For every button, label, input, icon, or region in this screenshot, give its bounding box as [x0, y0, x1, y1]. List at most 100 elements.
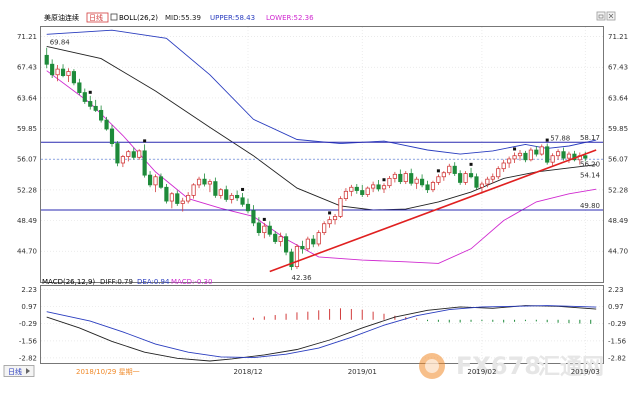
- candle-body: [441, 172, 446, 178]
- candle-body: [550, 155, 555, 163]
- main-panel-frame: [40, 26, 604, 283]
- candle-body: [403, 173, 408, 183]
- candle-body: [262, 225, 267, 234]
- candle-body: [528, 149, 533, 161]
- macd-y-tick-label: -0.29: [19, 320, 37, 328]
- signal-marker: [262, 217, 266, 221]
- candle-body: [419, 178, 425, 186]
- candle-body: [60, 68, 66, 76]
- legend-checkbox-icon[interactable]: [110, 13, 118, 21]
- window-restore-button[interactable]: [596, 11, 606, 21]
- y-tick-label: 56.07: [17, 156, 37, 164]
- candle-body: [376, 184, 381, 190]
- macd-y-tick-label: 0.97: [21, 303, 37, 311]
- candle-body: [409, 173, 414, 184]
- candle-body: [50, 63, 55, 76]
- candle-body: [175, 193, 180, 204]
- signal-marker: [513, 147, 517, 151]
- candle-body: [523, 152, 528, 161]
- candle-body: [278, 236, 283, 242]
- candle-body: [534, 149, 539, 155]
- macd-y-axis-right: 2.23 0.97 -0.29 -1.56 -2.82: [608, 286, 627, 362]
- candle-body: [545, 146, 550, 163]
- candle-body: [490, 176, 495, 180]
- level-label: 58.17: [580, 134, 600, 142]
- y-axis-right: 71.21 67.43 63.64 59.85 56.07 52.28 48.49 44.70: [608, 33, 629, 256]
- candle-body: [463, 173, 468, 183]
- candle-body: [273, 233, 278, 242]
- candle-body: [93, 105, 98, 111]
- watermark-logo-inner-icon: [425, 359, 439, 373]
- candle-body: [120, 156, 125, 164]
- candle-body: [485, 178, 490, 185]
- candle-body: [430, 182, 436, 191]
- macd-y-tick-label-right: -1.56: [608, 337, 627, 345]
- restore-icon: [598, 14, 604, 19]
- macd-dea-line: [46, 305, 597, 359]
- candle-body: [316, 232, 321, 245]
- candle-body: [474, 176, 479, 188]
- candle-body: [294, 245, 300, 268]
- candle-body: [365, 187, 370, 195]
- candle-body: [414, 178, 419, 184]
- macd-y-tick-label: 2.23: [21, 286, 37, 294]
- candle-body: [283, 236, 289, 253]
- candle-body: [561, 151, 566, 159]
- y-tick-label-right: 52.28: [608, 186, 628, 194]
- y-tick-label: 71.21: [17, 33, 37, 41]
- y-tick-label: 44.70: [17, 248, 37, 256]
- macd-legend-name: MACD(26,12,9): [42, 278, 95, 286]
- candle-body: [142, 150, 147, 176]
- candle-body: [479, 183, 485, 188]
- legend-period-box[interactable]: [86, 12, 109, 23]
- candle-body: [240, 197, 245, 205]
- x-tick-label: 2019/01: [348, 368, 377, 376]
- watermark-text-fx678: FX678: [456, 352, 541, 380]
- candle-body: [180, 200, 185, 204]
- candle-body: [82, 92, 87, 102]
- macd-y-tick-label: -2.82: [19, 354, 37, 362]
- candle-body: [512, 155, 517, 160]
- candle-body: [164, 186, 169, 202]
- candle-body: [468, 173, 474, 178]
- candle-body: [126, 151, 131, 157]
- y-tick-label-right: 59.85: [608, 125, 628, 133]
- macd-y-tick-label-right: 0.97: [608, 303, 624, 311]
- macd-panel-frame: [40, 285, 604, 364]
- y-tick-label-right: 44.70: [608, 248, 628, 256]
- boll-upper-line: [46, 29, 597, 155]
- macd-y-tick-label-right: -2.82: [608, 354, 626, 362]
- candle-body: [327, 219, 332, 225]
- candle-body: [452, 165, 457, 174]
- boll-lower-line: [46, 70, 597, 264]
- period-tab-arrow-icon: [26, 368, 30, 374]
- candle-body: [517, 152, 523, 157]
- candle-body: [501, 162, 506, 170]
- x-tick-label: 2018/12: [233, 368, 262, 376]
- candle-body: [186, 194, 191, 202]
- candle-body: [447, 165, 452, 174]
- legend-instrument: 美原油连续: [44, 13, 79, 22]
- y-tick-label-right: 71.21: [608, 33, 628, 41]
- candle-body: [158, 176, 164, 188]
- candle-body: [44, 54, 49, 65]
- watermark-text-cn: 汇通网: [538, 355, 604, 380]
- legend-lower: LOWER:52.36: [266, 14, 314, 22]
- candle-body: [245, 203, 251, 212]
- x-axis: 2018/12 2019/01 2019/02 2019/03: [233, 368, 599, 376]
- y-tick-label: 59.85: [17, 125, 37, 133]
- y-axis-left: 71.21 67.43 63.64 59.85 56.07 52.28 48.49 44.70: [17, 33, 38, 256]
- candle-body: [371, 184, 376, 189]
- signal-marker: [469, 162, 473, 166]
- candle-body: [289, 251, 294, 268]
- candle-body: [71, 71, 77, 84]
- y-tick-label-right: 48.49: [608, 217, 628, 225]
- period-tab[interactable]: [3, 365, 35, 377]
- candle-body: [235, 194, 240, 199]
- macd-legend-diff: DIFF:0.79: [100, 278, 133, 286]
- macd-legend-macd: MACD:-0.30: [171, 278, 212, 286]
- candle-body: [425, 184, 430, 191]
- candle-body: [147, 174, 153, 186]
- candlesticks: [44, 47, 588, 271]
